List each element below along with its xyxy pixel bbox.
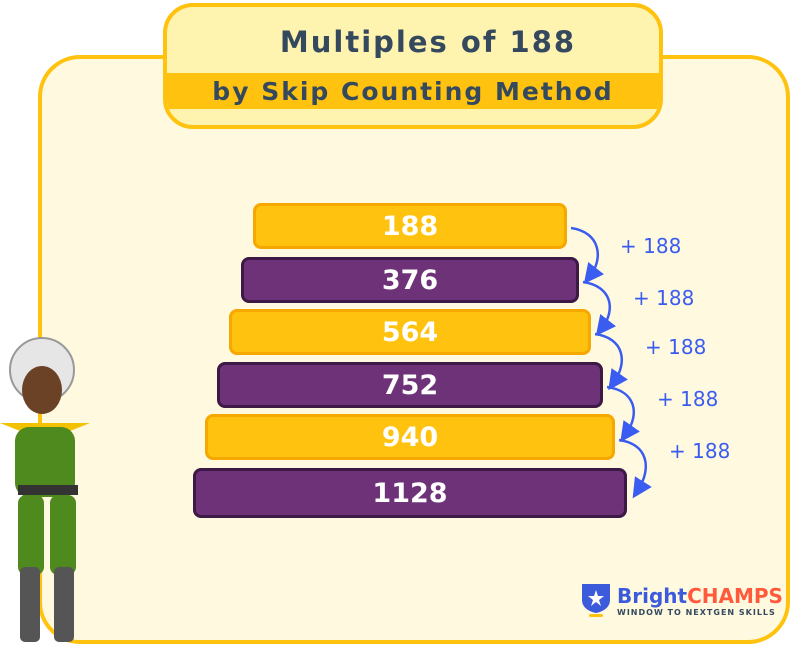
bar-5: 940 [205, 414, 615, 460]
step-label-2: + 188 [633, 286, 695, 310]
title: Multiples of 188 [279, 25, 577, 59]
brand-tagline: WINDOW TO NEXTGEN SKILLS [617, 608, 776, 617]
bar-1: 188 [253, 203, 567, 249]
step-label-3: + 188 [645, 335, 707, 359]
title-box: Multiples of 188 by Skip Counting Method [163, 3, 663, 129]
bar-3: 564 [229, 309, 591, 355]
bar-4: 752 [217, 362, 603, 408]
arrow-4 [606, 385, 640, 443]
brand-name: BrightCHAMPS [617, 584, 783, 608]
step-label-1: + 188 [620, 234, 682, 258]
brand-champs: CHAMPS [687, 584, 783, 608]
title-band [167, 73, 659, 109]
arrow-5 [618, 438, 652, 499]
step-label-4: + 188 [657, 387, 719, 411]
arrow-2 [582, 280, 617, 336]
brand-bright: Bright [617, 584, 688, 608]
bar-2: 376 [241, 257, 579, 303]
character-illustration [0, 337, 90, 642]
arrow-3 [594, 332, 628, 391]
bar-6: 1128 [193, 468, 627, 518]
brightchamps-logo-icon [582, 584, 610, 617]
arrow-1 [570, 226, 605, 284]
subtitle: by Skip Counting Method [212, 77, 614, 106]
step-label-5: + 188 [669, 439, 731, 463]
